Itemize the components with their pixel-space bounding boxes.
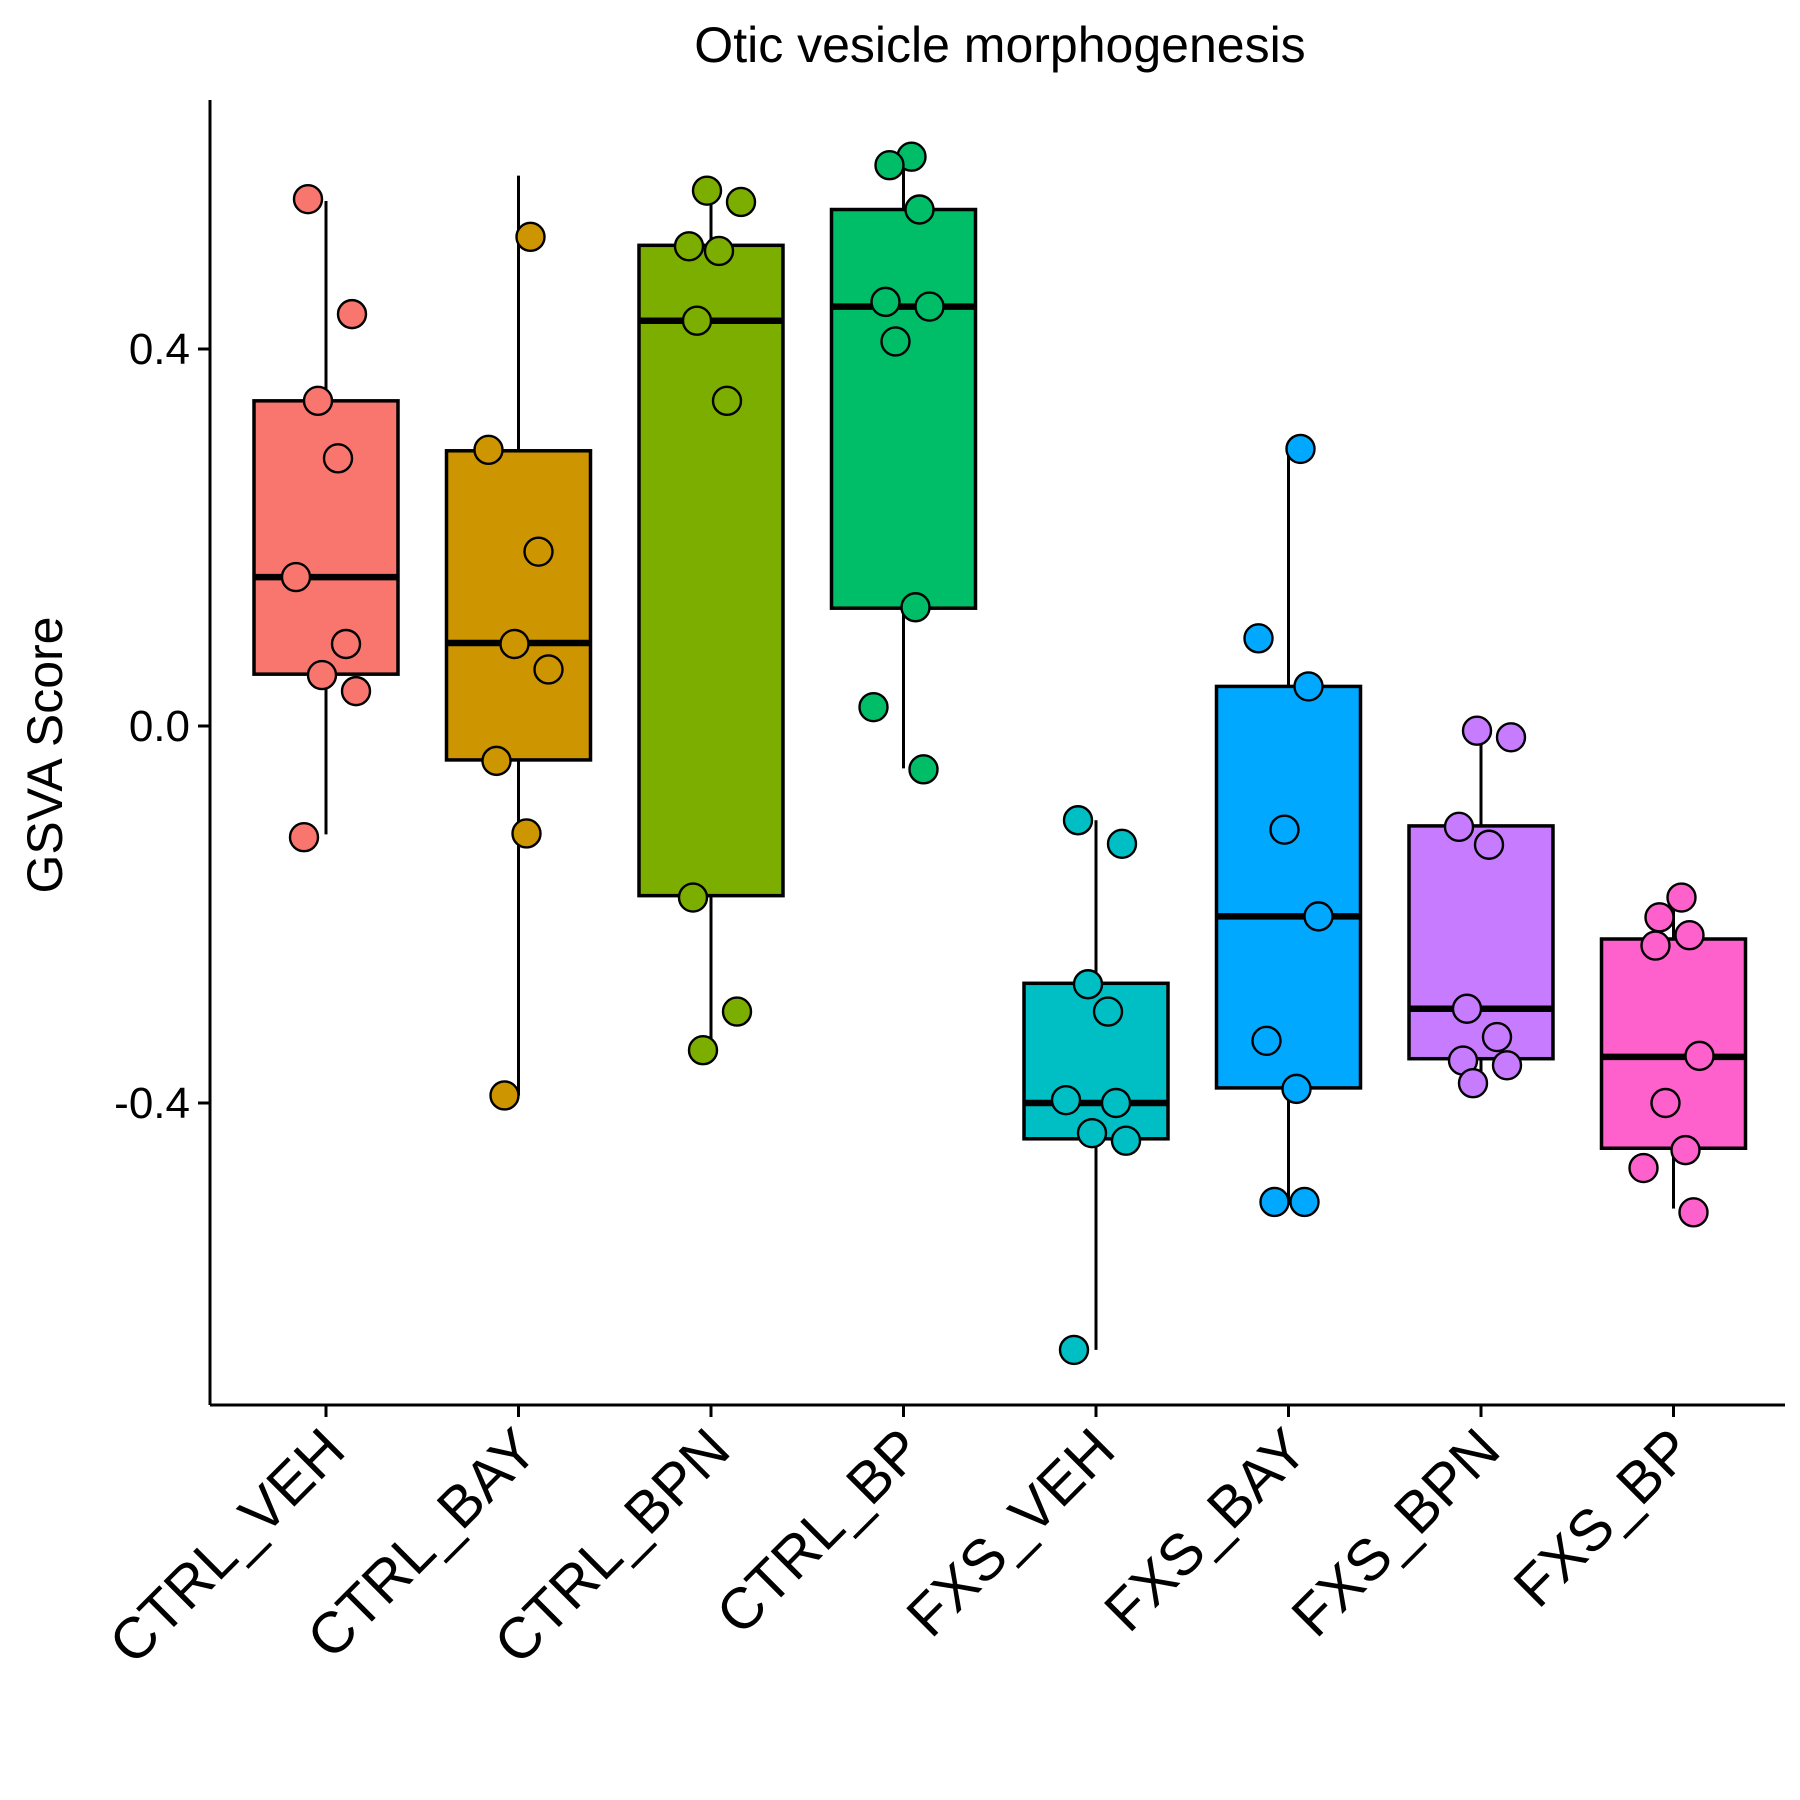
data-point	[1495, 722, 1527, 753]
box-body	[1214, 684, 1363, 1090]
data-point	[880, 326, 911, 357]
x-tick-label: CTRL_BP	[704, 1416, 935, 1647]
box-ctrl-bpn	[637, 191, 785, 1049]
data-point	[1251, 1025, 1282, 1056]
y-axis-label: GSVA Score	[17, 617, 73, 894]
data-point	[1628, 1152, 1659, 1184]
box-body	[1407, 824, 1555, 1061]
data-point	[1451, 993, 1483, 1024]
data-point	[280, 561, 312, 593]
data-point	[900, 592, 931, 623]
data-point	[1281, 1073, 1312, 1105]
data-point	[914, 291, 945, 322]
box-body	[1599, 937, 1748, 1150]
y-tick-label: -0.4	[114, 1079, 190, 1128]
data-point	[870, 286, 901, 318]
box-body	[829, 207, 978, 610]
box-series	[252, 158, 1748, 1350]
box-ctrl-bp	[829, 158, 978, 769]
box-body	[444, 449, 593, 762]
box-fxs-bpn	[1407, 730, 1555, 1079]
data-point	[1457, 1068, 1489, 1099]
box-fxs-bay	[1214, 448, 1363, 1202]
data-point	[1072, 969, 1104, 1000]
data-point	[1050, 1084, 1082, 1116]
data-point	[1100, 1087, 1132, 1119]
y-axis-ticks: 0.4 0.0 -0.4	[114, 325, 210, 1128]
data-point	[725, 186, 757, 218]
x-tick-label: FXS_BP	[1501, 1416, 1704, 1619]
data-point	[1678, 1197, 1709, 1228]
box-ctrl-bay	[444, 175, 593, 1096]
data-point	[1303, 901, 1334, 932]
box-fxs-bp	[1599, 897, 1748, 1209]
data-point	[336, 298, 368, 330]
data-point	[1473, 829, 1505, 860]
data-point	[1076, 1117, 1108, 1149]
data-point	[1666, 882, 1697, 913]
box-body	[637, 243, 785, 898]
data-point	[874, 150, 905, 181]
box-fxs-veh	[1022, 820, 1170, 1350]
data-point	[1481, 1021, 1513, 1053]
data-point	[499, 628, 530, 660]
data-point	[858, 691, 889, 723]
data-point	[673, 231, 705, 262]
data-point	[511, 818, 542, 849]
data-point	[1289, 1186, 1320, 1218]
data-point	[1269, 814, 1300, 845]
data-point	[292, 183, 324, 215]
data-point	[1443, 811, 1475, 843]
data-point	[1461, 715, 1493, 746]
data-point	[1684, 1040, 1715, 1072]
data-point	[322, 443, 354, 474]
data-point	[1650, 1087, 1681, 1119]
y-tick-label: 0.0	[129, 702, 190, 751]
data-point	[1674, 920, 1705, 951]
data-point	[1062, 805, 1094, 836]
data-point	[711, 385, 743, 417]
data-point	[481, 745, 512, 777]
data-point	[340, 675, 372, 707]
data-point	[1644, 902, 1675, 933]
data-point	[1640, 930, 1671, 961]
box-ctrl-veh	[252, 201, 400, 835]
data-point	[677, 882, 709, 913]
data-point	[721, 996, 753, 1027]
axes	[208, 100, 1785, 1407]
data-point	[904, 194, 935, 225]
box-body	[252, 399, 400, 676]
data-point	[691, 175, 723, 206]
data-point	[1110, 1125, 1142, 1156]
data-point	[1259, 1186, 1290, 1218]
x-tick-label: FXS_BPN	[1279, 1416, 1512, 1649]
x-axis-ticks: CTRL_VEHCTRL_BAYCTRL_BPNCTRL_BPFXS_VEHFX…	[97, 1405, 1705, 1676]
data-point	[515, 221, 546, 253]
data-point	[489, 1080, 520, 1111]
data-point	[1670, 1134, 1701, 1166]
chart-title: Otic vesicle morphogenesis	[694, 17, 1305, 73]
y-tick-label: 0.4	[129, 325, 190, 374]
x-tick-label: FXS_VEH	[894, 1416, 1127, 1649]
data-point	[703, 235, 735, 267]
data-point	[1106, 828, 1138, 860]
data-point	[523, 536, 554, 567]
data-point	[1092, 996, 1124, 1027]
data-point	[330, 628, 362, 660]
data-point	[908, 754, 939, 785]
data-point	[288, 822, 320, 853]
data-point	[306, 659, 338, 691]
data-point	[1058, 1334, 1090, 1366]
data-point	[1293, 671, 1324, 702]
data-point	[681, 305, 713, 336]
data-point	[1285, 433, 1316, 465]
data-point	[473, 434, 504, 466]
data-point	[1491, 1050, 1523, 1081]
data-point	[687, 1035, 719, 1066]
data-point	[533, 654, 564, 685]
data-point	[302, 385, 334, 417]
point-series	[280, 141, 1715, 1366]
data-point	[1243, 623, 1274, 654]
